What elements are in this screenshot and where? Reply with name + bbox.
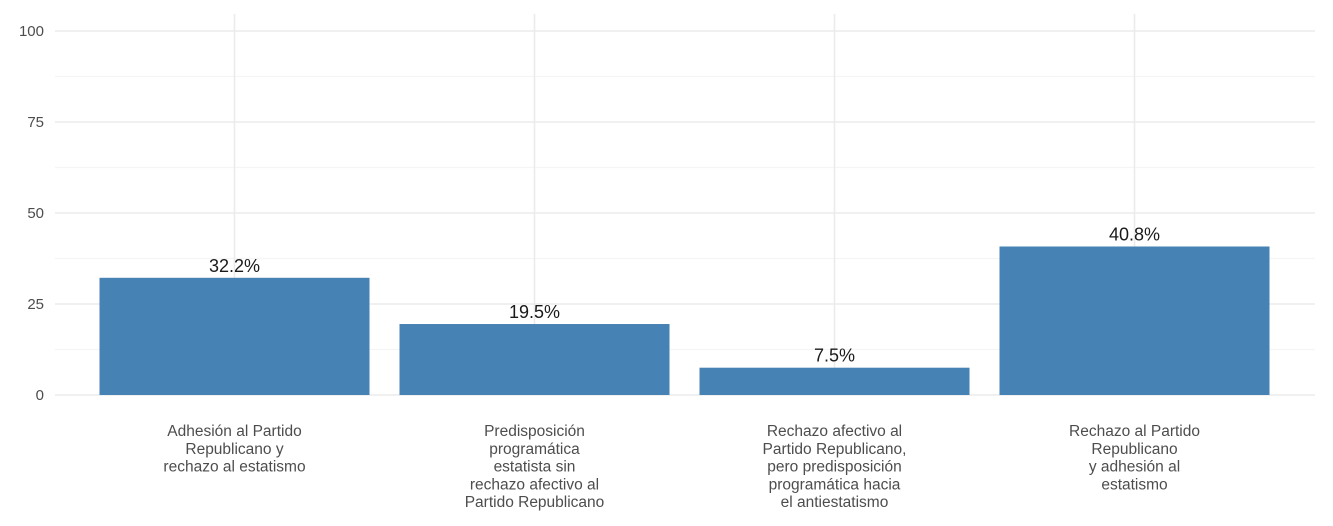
y-tick-label: 75 [27, 114, 44, 131]
y-tick-label: 0 [36, 387, 44, 404]
data-label: 32.2% [209, 256, 260, 276]
x-category-label: Rechazo al Partido Republicano y adhesión … [1069, 423, 1200, 493]
bar [999, 246, 1270, 395]
data-label: 40.8% [1109, 224, 1160, 244]
data-labels: 32.2% 19.5% 7.5% 40.8% [209, 224, 1160, 365]
data-label: 7.5% [814, 346, 855, 366]
x-axis: Adhesión al Partido Republicano y rechazo … [163, 423, 1200, 511]
x-category-label: Rechazo afectivo al Partido Republicano, p… [763, 423, 907, 511]
x-category-label: Predisposición programática estatista sin r… [465, 423, 605, 511]
data-label: 19.5% [509, 302, 560, 322]
y-tick-label: 50 [27, 205, 44, 222]
bar [399, 324, 670, 395]
y-tick-label: 25 [27, 296, 44, 313]
bar [99, 277, 370, 395]
y-tick-label: 100 [19, 23, 44, 40]
bar [699, 367, 970, 395]
bars [99, 246, 1270, 395]
y-axis: 0 25 50 75 100 [19, 23, 44, 404]
x-category-label: Adhesión al Partido Republicano y rechazo … [163, 423, 305, 476]
